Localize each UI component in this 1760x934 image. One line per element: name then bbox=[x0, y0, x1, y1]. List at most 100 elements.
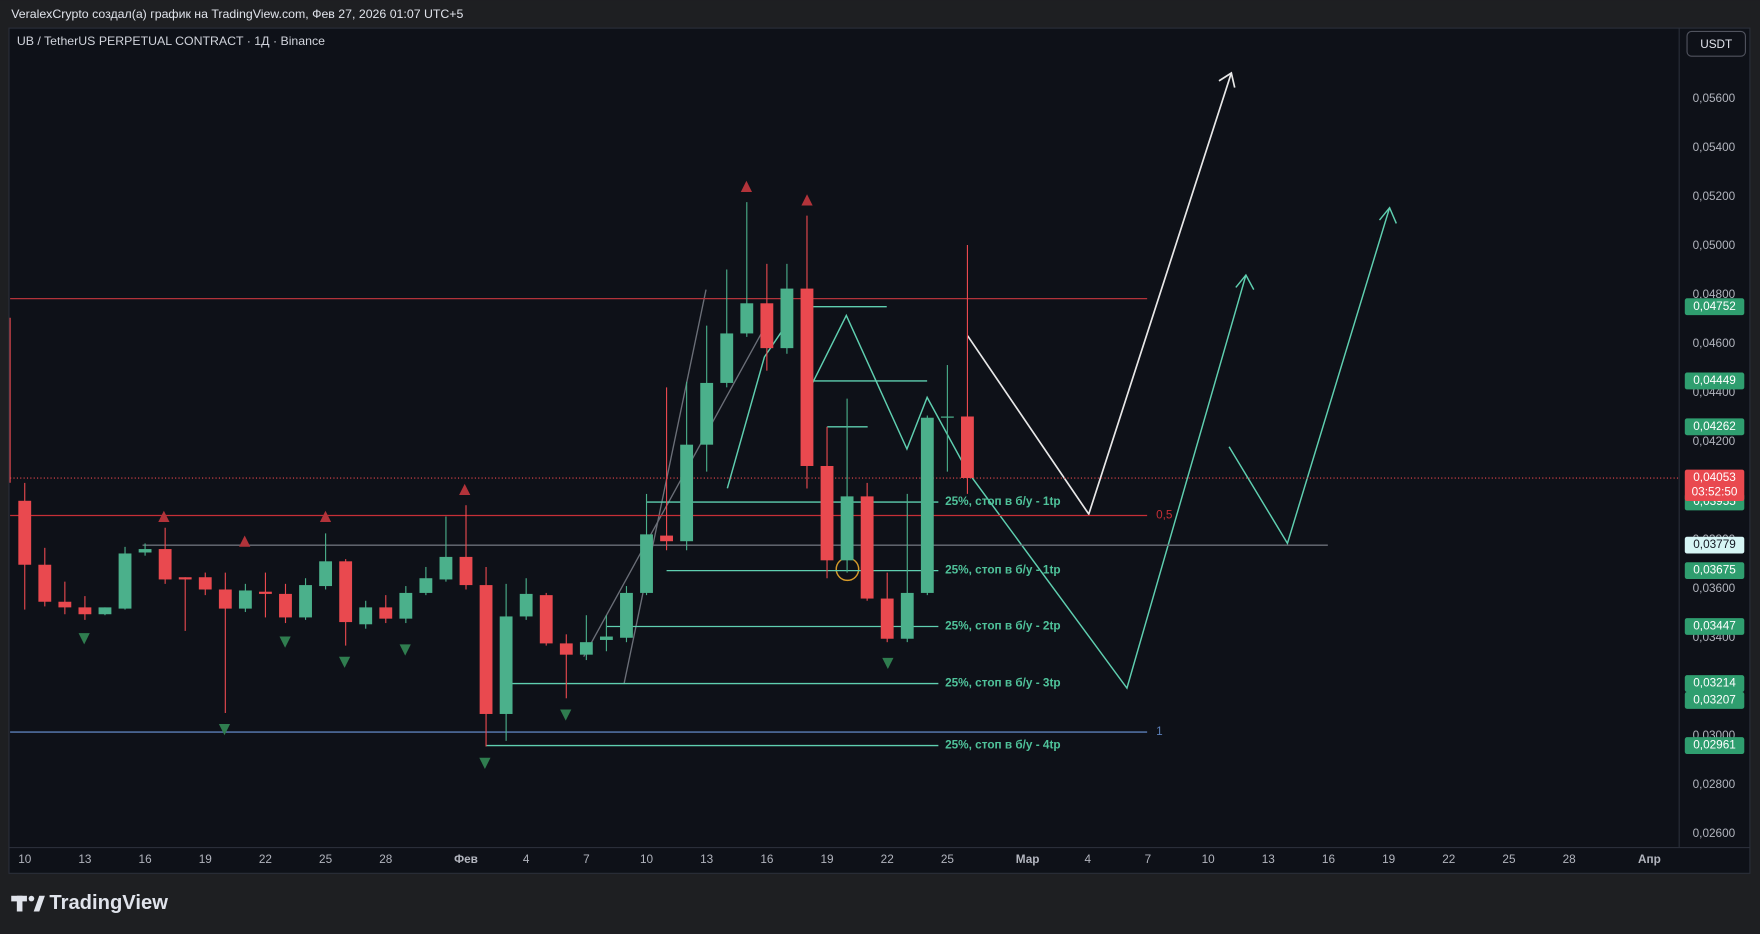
x-tick-label: Фев bbox=[454, 853, 478, 866]
target-label: 25%, стоп в б/у - 1tp bbox=[945, 564, 1061, 577]
y-tick-label: 0,04600 bbox=[1693, 337, 1736, 350]
y-tick-label: 0,05000 bbox=[1693, 239, 1736, 252]
candle-body bbox=[920, 417, 934, 593]
price-badge bbox=[1684, 675, 1745, 693]
candle-body bbox=[58, 601, 72, 608]
channel-line bbox=[623, 289, 707, 684]
signal-up bbox=[158, 510, 170, 522]
candle-body bbox=[178, 577, 192, 580]
price-badge-label: 0,03779 bbox=[1693, 538, 1736, 551]
candle-body bbox=[198, 577, 212, 590]
x-tick-label: 19 bbox=[1382, 853, 1395, 866]
arrow-head bbox=[1218, 71, 1236, 88]
price-badge-label: 0,03214 bbox=[1693, 677, 1736, 690]
candle-body bbox=[419, 578, 433, 593]
x-tick-label: 10 bbox=[1202, 853, 1216, 866]
x-tick-label: 16 bbox=[139, 853, 153, 866]
last-price-label: 0,04053 bbox=[1693, 471, 1736, 484]
candle-body bbox=[780, 288, 794, 349]
x-tick-label: 19 bbox=[199, 853, 212, 866]
candle-body bbox=[940, 416, 954, 418]
chart-pane bbox=[8, 27, 1751, 874]
candle-body bbox=[439, 556, 453, 580]
signal-down bbox=[78, 633, 90, 645]
price-badge bbox=[1684, 737, 1745, 754]
candle-body bbox=[720, 333, 734, 383]
x-tick-label: 22 bbox=[1442, 853, 1455, 866]
y-tick-label: 0,05600 bbox=[1693, 92, 1736, 105]
x-tick-label: 28 bbox=[1563, 853, 1577, 866]
target-label: 25%, стоп в б/у - 1tp bbox=[945, 495, 1061, 508]
signal-up bbox=[740, 180, 753, 192]
candle-body bbox=[680, 444, 694, 542]
price-badge-label: 0,03675 bbox=[1693, 564, 1736, 577]
candle-body bbox=[620, 592, 633, 638]
currency-button[interactable] bbox=[1686, 30, 1746, 57]
brand: TradingView bbox=[49, 892, 168, 914]
y-tick-label: 0,02600 bbox=[1693, 827, 1736, 840]
candle-body bbox=[279, 593, 292, 618]
arrow-head bbox=[1235, 273, 1255, 290]
x-tick-label: 4 bbox=[523, 853, 530, 866]
candle-body bbox=[319, 561, 333, 587]
candle-body bbox=[760, 303, 774, 349]
price-badge-label: 0,02961 bbox=[1693, 739, 1736, 752]
signal-up bbox=[239, 535, 251, 547]
currency-label[interactable]: USDT bbox=[1700, 38, 1732, 51]
price-badge bbox=[1684, 372, 1745, 390]
y-tick-label: 0,05400 bbox=[1693, 141, 1736, 154]
price-badge bbox=[1684, 692, 1745, 709]
candle-body bbox=[880, 598, 894, 639]
x-tick-label: 4 bbox=[1085, 853, 1092, 866]
arrow-head bbox=[1378, 206, 1397, 224]
y-tick-label: 0,05200 bbox=[1693, 190, 1736, 203]
header-caption: VeralexCrypto создал(а) график на Tradin… bbox=[11, 7, 463, 21]
target-label: 25%, стоп в б/у - 2tp bbox=[945, 620, 1061, 633]
candle-body bbox=[98, 607, 112, 615]
x-tick-label: 7 bbox=[583, 853, 590, 866]
candle-body bbox=[559, 643, 573, 655]
y-tick-label: 0,04200 bbox=[1693, 435, 1736, 448]
price-badge bbox=[1684, 618, 1745, 635]
y-tick-label: 0,03600 bbox=[1693, 582, 1736, 595]
candle-body bbox=[238, 590, 252, 609]
signal-up bbox=[801, 194, 813, 206]
x-tick-label: 22 bbox=[881, 853, 894, 866]
x-tick-label: 16 bbox=[760, 853, 774, 866]
candle-body bbox=[599, 636, 613, 640]
signal-up bbox=[459, 483, 471, 496]
candle-body bbox=[660, 535, 673, 542]
x-tick-label: 25 bbox=[1502, 853, 1516, 866]
candle-body bbox=[379, 607, 393, 619]
logo-stem bbox=[16, 895, 23, 912]
candle-body bbox=[900, 592, 914, 639]
x-tick-label: 7 bbox=[1145, 853, 1152, 866]
x-tick-label: 13 bbox=[78, 853, 92, 866]
candle-body bbox=[700, 382, 714, 445]
last-price-badge bbox=[1684, 469, 1745, 502]
price-badge-label: 0,03447 bbox=[1693, 620, 1736, 633]
logo-slash bbox=[33, 895, 45, 912]
candle-body bbox=[840, 496, 854, 561]
x-tick-label: 22 bbox=[259, 853, 272, 866]
x-tick-label: 19 bbox=[820, 853, 833, 866]
drawings bbox=[9, 71, 1397, 690]
price-badge bbox=[1684, 562, 1745, 580]
candle-body bbox=[158, 549, 172, 580]
price-badge bbox=[1684, 298, 1745, 316]
path-arrow bbox=[966, 72, 1233, 517]
candle-body bbox=[579, 642, 593, 655]
path-arrow bbox=[1228, 207, 1391, 546]
path-line bbox=[726, 325, 787, 489]
price-badge-label: 0,04752 bbox=[1693, 300, 1736, 313]
countdown-label: 03:52:50 bbox=[1692, 486, 1738, 499]
level-label: 0,5 bbox=[1156, 509, 1173, 522]
candle-body bbox=[399, 592, 413, 619]
candle-body bbox=[359, 607, 373, 625]
x-tick-label: Мар bbox=[1016, 853, 1040, 866]
logo-dot bbox=[28, 895, 35, 902]
candle-body bbox=[800, 288, 814, 466]
candle-body bbox=[961, 416, 974, 479]
symbol-title: UB / TetherUS PERPETUAL CONTRACT · 1Д · … bbox=[17, 34, 325, 48]
